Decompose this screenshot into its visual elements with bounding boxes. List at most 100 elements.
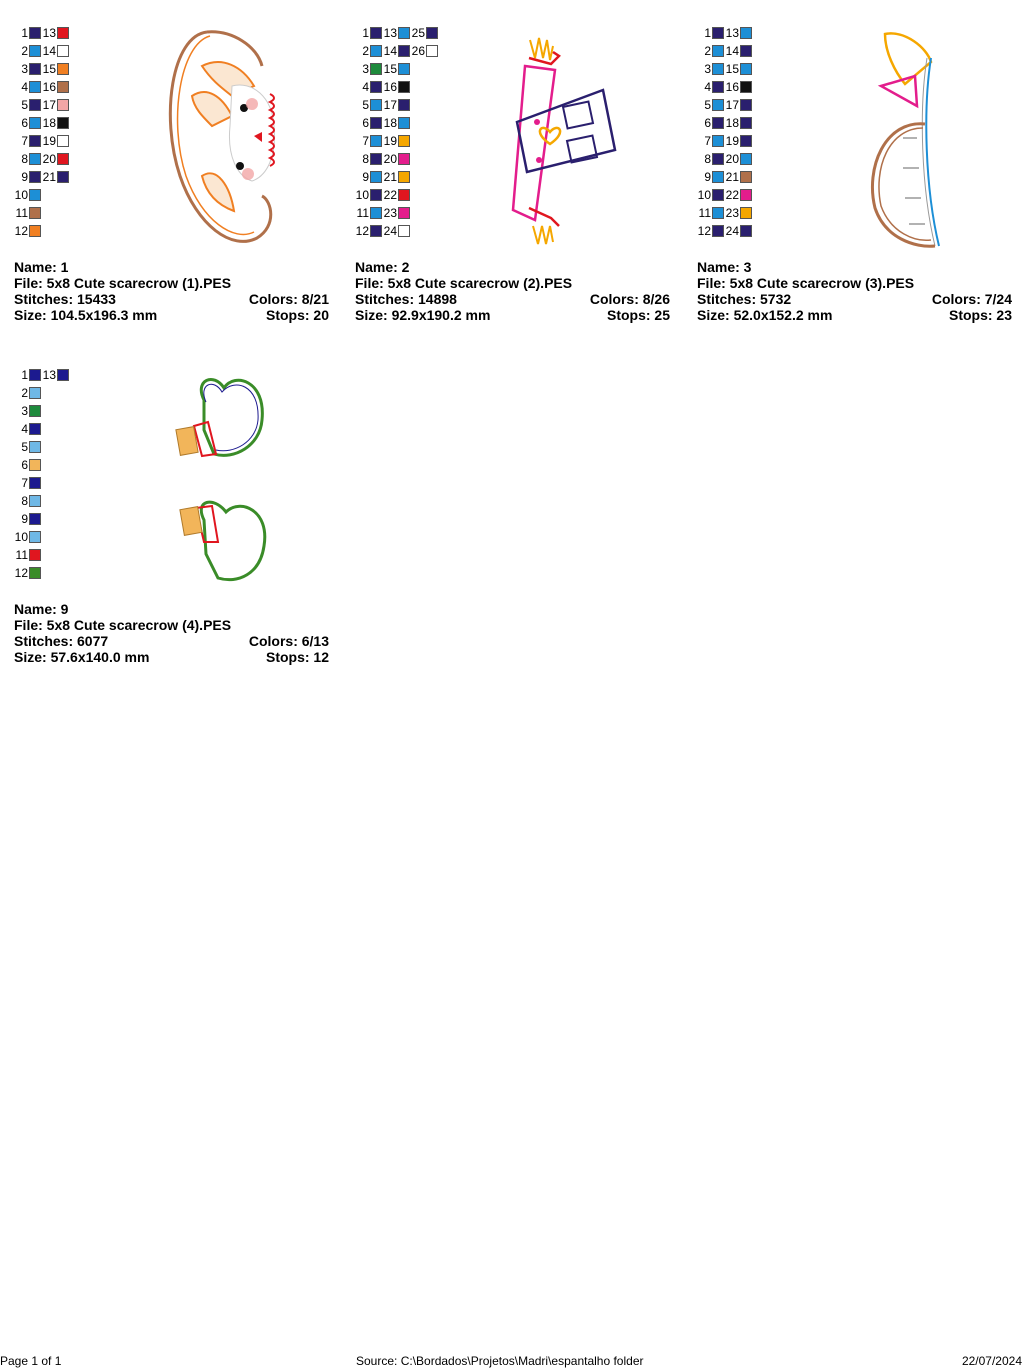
palette-swatch xyxy=(29,423,41,435)
palette-swatch xyxy=(57,369,69,381)
palette-swatch xyxy=(712,45,724,57)
palette-swatch xyxy=(370,117,382,129)
palette-number: 4 xyxy=(21,80,28,94)
palette-number: 11 xyxy=(356,206,369,220)
palette-swatch xyxy=(29,63,41,75)
palette-number: 10 xyxy=(355,188,369,202)
palette-swatch xyxy=(398,99,410,111)
palette-entry: 2 xyxy=(355,44,382,58)
palette-swatch xyxy=(398,117,410,129)
design-colors: Colors: 8/21 xyxy=(248,291,329,307)
design-size: Size: 92.9x190.2 mm xyxy=(355,307,491,323)
palette-swatch xyxy=(370,27,382,39)
palette-entry: 9 xyxy=(14,512,41,526)
palette-swatch xyxy=(29,225,41,237)
palette-entry: 15 xyxy=(725,62,752,76)
palette-number: 8 xyxy=(21,152,28,166)
palette-number: 8 xyxy=(704,152,711,166)
palette-number: 18 xyxy=(42,116,56,130)
palette-swatch xyxy=(29,549,41,561)
palette-number: 5 xyxy=(704,98,711,112)
palette-entry: 9 xyxy=(14,170,41,184)
palette-swatch xyxy=(370,135,382,147)
design-size: Size: 57.6x140.0 mm xyxy=(14,649,150,665)
design-name: Name: 9 xyxy=(14,601,69,617)
palette-swatch xyxy=(740,207,752,219)
palette-swatch xyxy=(57,135,69,147)
palette-swatch xyxy=(740,171,752,183)
palette-number: 9 xyxy=(704,170,711,184)
palette-entry: 3 xyxy=(355,62,382,76)
palette-swatch xyxy=(29,81,41,93)
palette-swatch xyxy=(398,135,410,147)
palette-number: 16 xyxy=(42,80,56,94)
palette-entry: 11 xyxy=(14,548,41,562)
palette-number: 20 xyxy=(725,152,739,166)
design-name: Name: 3 xyxy=(697,259,752,275)
design-file: File: 5x8 Cute scarecrow (3).PES xyxy=(697,275,915,291)
design-file: File: 5x8 Cute scarecrow (1).PES xyxy=(14,275,232,291)
palette-entry: 21 xyxy=(42,170,69,184)
palette-entry: 23 xyxy=(725,206,752,220)
palette-swatch xyxy=(57,27,69,39)
palette-number: 1 xyxy=(21,368,28,382)
palette-number: 19 xyxy=(725,134,739,148)
palette-swatch xyxy=(398,81,410,93)
palette-entry: 19 xyxy=(383,134,410,148)
palette-entry: 17 xyxy=(383,98,410,112)
palette-swatch xyxy=(712,225,724,237)
design-stitches: Stitches: 15433 xyxy=(14,291,116,307)
palette-entry: 5 xyxy=(14,98,41,112)
palette-number: 2 xyxy=(362,44,369,58)
palette-number: 10 xyxy=(14,188,28,202)
design-stops: Stops: 20 xyxy=(265,307,329,323)
design-size: Size: 104.5x196.3 mm xyxy=(14,307,158,323)
palette-swatch xyxy=(29,531,41,543)
palette-swatch xyxy=(29,513,41,525)
palette-entry: 17 xyxy=(42,98,69,112)
palette-entry: 19 xyxy=(725,134,752,148)
palette-entry: 11 xyxy=(14,206,41,220)
palette-number: 20 xyxy=(383,152,397,166)
palette-entry: 6 xyxy=(697,116,724,130)
palette-entry: 13 xyxy=(42,368,69,382)
palette-swatch xyxy=(29,171,41,183)
palette-number: 15 xyxy=(383,62,397,76)
palette-swatch xyxy=(398,207,410,219)
design-preview-hat-face xyxy=(168,30,276,243)
design-preview-mittens xyxy=(175,378,267,582)
palette-entry: 14 xyxy=(725,44,752,58)
palette-entry: 18 xyxy=(725,116,752,130)
palette-entry: 2 xyxy=(697,44,724,58)
palette-number: 7 xyxy=(362,134,369,148)
palette-number: 8 xyxy=(21,494,28,508)
palette-entry: 18 xyxy=(42,116,69,130)
palette-entry: 8 xyxy=(14,152,41,166)
palette-number: 21 xyxy=(383,170,397,184)
palette-number: 14 xyxy=(383,44,397,58)
palette-swatch xyxy=(29,495,41,507)
palette-swatch xyxy=(29,441,41,453)
palette-swatch xyxy=(29,45,41,57)
page-number: Page 1 of 1 xyxy=(0,1354,62,1368)
palette-swatch xyxy=(740,27,752,39)
design-file: File: 5x8 Cute scarecrow (2).PES xyxy=(355,275,573,291)
palette-swatch xyxy=(712,207,724,219)
palette-entry: 4 xyxy=(14,80,41,94)
palette-entry: 18 xyxy=(383,116,410,130)
palette-swatch xyxy=(712,81,724,93)
palette-number: 4 xyxy=(704,80,711,94)
palette-number: 5 xyxy=(21,98,28,112)
palette-number: 6 xyxy=(21,458,28,472)
palette-swatch xyxy=(712,63,724,75)
palette-entry: 8 xyxy=(14,494,41,508)
design-name: Name: 2 xyxy=(355,259,410,275)
design-colors: Colors: 8/26 xyxy=(589,291,670,307)
palette-number: 13 xyxy=(42,26,56,40)
palette-number: 13 xyxy=(383,26,397,40)
palette-entry: 3 xyxy=(14,404,41,418)
palette-swatch xyxy=(370,153,382,165)
palette-entry: 4 xyxy=(355,80,382,94)
source-path: Source: C:\Bordados\Projetos\Madri\espan… xyxy=(356,1354,644,1368)
design-preview-overalls xyxy=(511,37,617,245)
